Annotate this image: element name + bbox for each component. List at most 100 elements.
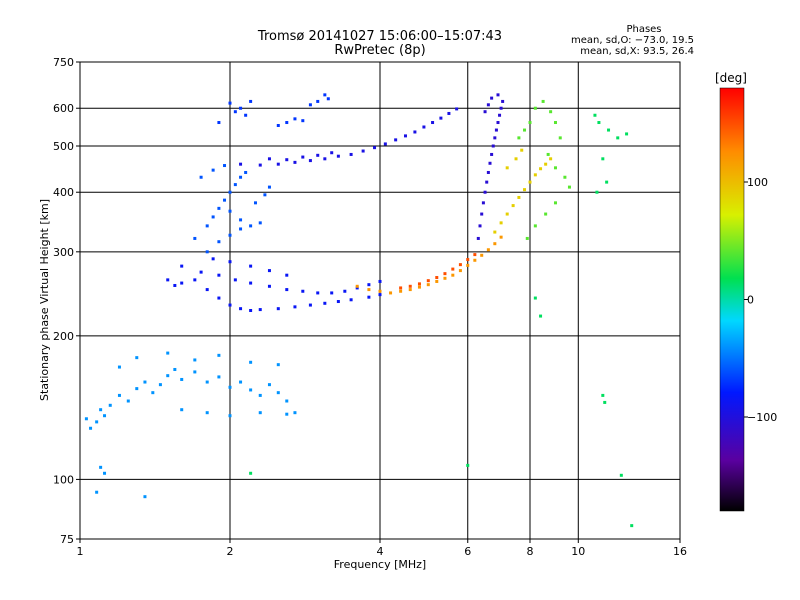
echo-point bbox=[455, 107, 459, 111]
echo-point bbox=[173, 283, 177, 287]
echo-point bbox=[473, 253, 477, 257]
echo-point bbox=[99, 408, 103, 412]
echo-point bbox=[308, 303, 312, 307]
echo-point bbox=[293, 160, 297, 164]
colorbar-label: [deg] bbox=[715, 71, 747, 85]
echo-point bbox=[228, 303, 232, 307]
echo-point bbox=[143, 495, 147, 499]
x-axis-label: Frequency [MHz] bbox=[334, 558, 426, 571]
echo-point bbox=[205, 224, 209, 228]
stats-heading: Phases bbox=[626, 24, 661, 35]
echo-point bbox=[517, 136, 521, 140]
echo-point bbox=[558, 136, 562, 140]
echo-point bbox=[417, 285, 421, 289]
echo-point bbox=[228, 233, 232, 237]
echo-point bbox=[285, 121, 289, 125]
echo-point bbox=[180, 377, 184, 381]
echo-point bbox=[619, 473, 623, 477]
echo-point bbox=[323, 157, 327, 161]
echo-point bbox=[525, 236, 529, 240]
echo-point bbox=[135, 356, 139, 360]
echo-point bbox=[523, 188, 527, 192]
echo-point bbox=[466, 258, 470, 262]
echo-point bbox=[486, 248, 490, 252]
echo-point bbox=[103, 471, 107, 475]
echo-point bbox=[458, 269, 462, 273]
echo-point bbox=[249, 308, 253, 312]
echo-point bbox=[546, 152, 550, 156]
colorbar-tick-label: −100 bbox=[747, 411, 777, 424]
x-tick-label: 6 bbox=[464, 545, 471, 558]
echo-point bbox=[553, 121, 557, 125]
echo-point bbox=[378, 293, 382, 297]
echo-point bbox=[211, 257, 215, 261]
echo-point bbox=[276, 123, 280, 127]
echo-point bbox=[373, 146, 377, 150]
echo-point bbox=[361, 149, 365, 153]
y-tick-label: 400 bbox=[53, 186, 74, 199]
echo-point bbox=[466, 463, 470, 467]
y-tick-label: 750 bbox=[53, 56, 74, 69]
scatter-points bbox=[84, 93, 634, 528]
echo-point bbox=[451, 273, 455, 277]
echo-point bbox=[205, 380, 209, 384]
echo-point bbox=[258, 221, 262, 225]
echo-point bbox=[528, 121, 532, 125]
echo-point bbox=[239, 227, 243, 231]
echo-point bbox=[193, 278, 197, 282]
echo-point bbox=[553, 201, 557, 205]
echo-point bbox=[193, 358, 197, 362]
echo-point bbox=[316, 99, 320, 103]
echo-point bbox=[301, 289, 305, 293]
x-axis-ticks: 1 2 4 6 8 10 16 bbox=[77, 539, 687, 558]
echo-point bbox=[493, 242, 497, 246]
chart-title-line2: RwPretec (8p) bbox=[334, 43, 425, 58]
echo-point bbox=[166, 351, 170, 355]
echo-point bbox=[523, 128, 527, 132]
echo-point bbox=[293, 117, 297, 121]
echo-point bbox=[233, 183, 237, 187]
echo-point bbox=[494, 128, 498, 132]
echo-point bbox=[108, 403, 112, 407]
echo-point bbox=[308, 103, 312, 107]
echo-point bbox=[285, 288, 289, 292]
x-tick-label: 8 bbox=[527, 545, 534, 558]
echo-point bbox=[517, 195, 521, 199]
echo-point bbox=[316, 291, 320, 295]
x-tick-label: 4 bbox=[377, 545, 384, 558]
echo-point bbox=[483, 110, 487, 114]
echo-point bbox=[267, 157, 271, 161]
echo-point bbox=[501, 99, 505, 103]
echo-point bbox=[276, 391, 280, 395]
echo-point bbox=[228, 209, 232, 213]
echo-point bbox=[217, 121, 221, 125]
echo-point bbox=[199, 175, 203, 179]
echo-point bbox=[408, 288, 412, 292]
echo-point bbox=[233, 110, 237, 114]
echo-point bbox=[480, 253, 484, 257]
echo-point bbox=[488, 161, 492, 165]
echo-point bbox=[533, 106, 537, 110]
echo-point bbox=[417, 282, 421, 286]
echo-point bbox=[285, 412, 289, 416]
echo-point bbox=[539, 167, 543, 171]
colorbar-ticks: 100 0 −100 bbox=[744, 176, 777, 424]
echo-point bbox=[541, 99, 545, 103]
echo-point bbox=[249, 99, 253, 103]
y-tick-label: 100 bbox=[53, 473, 74, 486]
echo-point bbox=[180, 264, 184, 268]
x-tick-label: 10 bbox=[571, 545, 585, 558]
echo-point bbox=[193, 370, 197, 374]
echo-point bbox=[323, 93, 327, 97]
echo-point bbox=[625, 132, 629, 136]
echo-point bbox=[239, 162, 243, 166]
echo-point bbox=[511, 204, 515, 208]
echo-point bbox=[211, 168, 215, 172]
echo-point bbox=[173, 367, 177, 371]
echo-point bbox=[466, 263, 470, 267]
echo-point bbox=[616, 136, 620, 140]
echo-point bbox=[544, 162, 548, 166]
chart-title-line1: Tromsø 20141027 15:06:00–15:07:43 bbox=[257, 29, 502, 44]
echo-point bbox=[355, 284, 359, 288]
